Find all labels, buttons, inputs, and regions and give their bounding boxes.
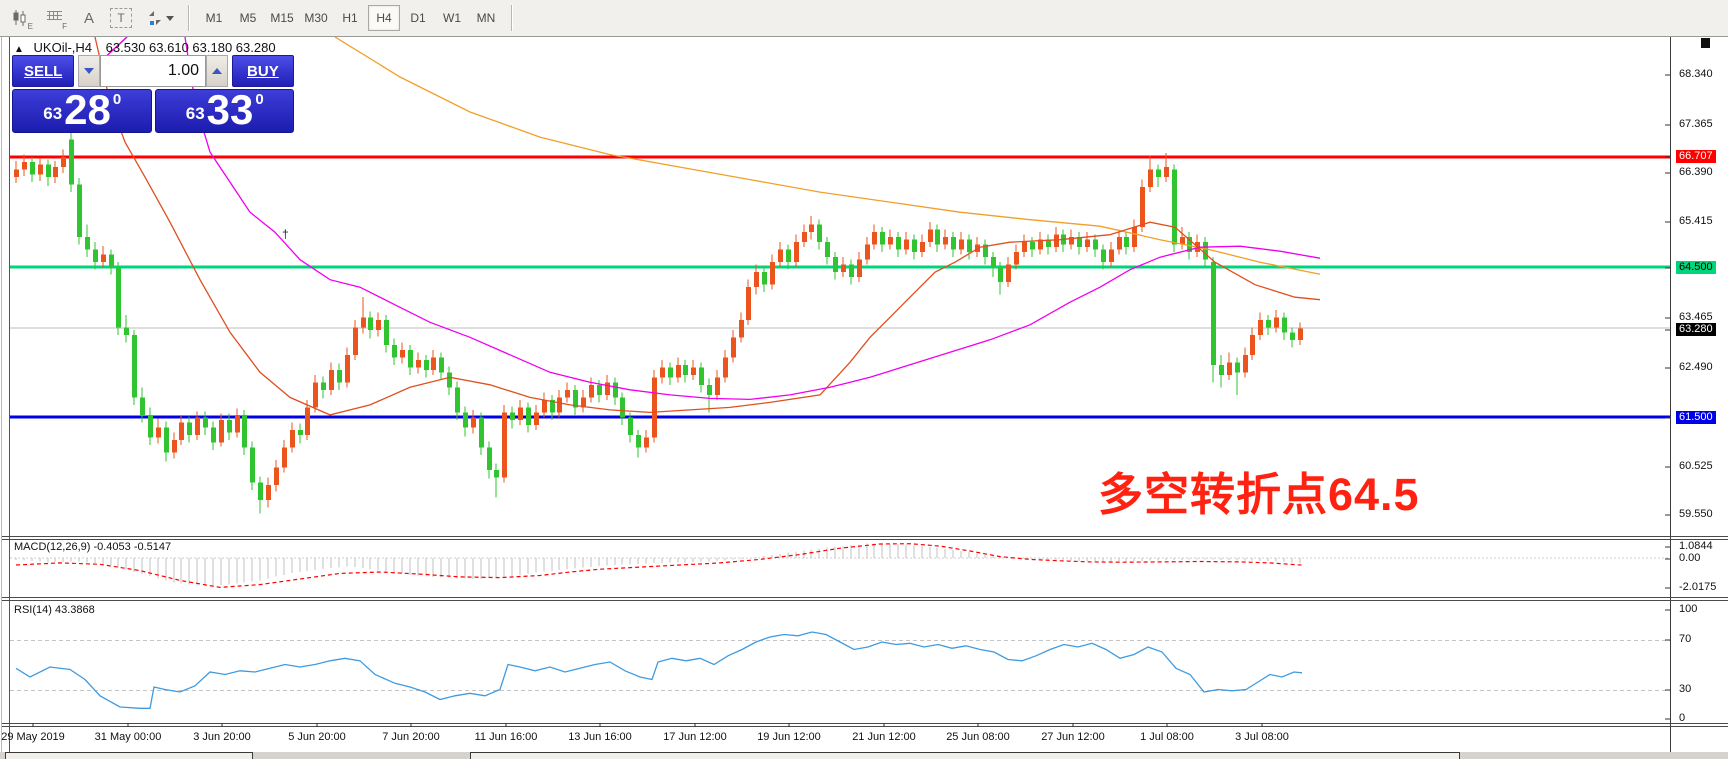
- volume-decrease-button[interactable]: [78, 55, 100, 87]
- timeframe-button-m5[interactable]: M5: [239, 11, 257, 25]
- triangle-up-icon: [211, 68, 222, 74]
- candlestick-style-icon[interactable]: E: [8, 5, 34, 31]
- one-click-trading-panel: SELL BUY 63 28 0 63 33 0: [12, 55, 294, 133]
- timeframe-button-m30[interactable]: M30: [304, 11, 328, 25]
- price-axis-label: 68.340: [1679, 68, 1713, 80]
- date-axis-label: 27 Jun 12:00: [1041, 731, 1105, 743]
- timeframe-button-h4[interactable]: H4: [368, 5, 400, 31]
- price-axis-label: 65.415: [1679, 215, 1713, 227]
- price-axis-label: 63.280: [1676, 323, 1716, 336]
- price-axis-label: 61.500: [1676, 411, 1716, 424]
- date-axis-label: 11 Jun 16:00: [474, 731, 538, 743]
- price-axis-label: 60.525: [1679, 460, 1713, 472]
- timeframe-button-w1[interactable]: W1: [443, 11, 461, 25]
- volume-increase-button[interactable]: [206, 55, 228, 87]
- ask-superscript: 0: [255, 91, 264, 108]
- splitter-macd-rsi[interactable]: [2, 597, 1728, 598]
- triangle-down-icon: [84, 68, 95, 74]
- macd-axis-label: 1.0844: [1679, 540, 1713, 552]
- svg-text:†: †: [282, 227, 289, 241]
- chart-left-border: [9, 37, 10, 752]
- price-axis-label: 63.465: [1679, 311, 1713, 323]
- price-axis-label: 59.550: [1679, 508, 1713, 520]
- timeframe-buttons: M1 M5 M15 M30 H1 H4 D1 W1 MN: [197, 5, 503, 31]
- splitter-rsi-dates[interactable]: [2, 723, 1728, 724]
- splitter-rsi-dates[interactable]: [2, 726, 1728, 727]
- symbol-name: UKOil-,H4: [33, 40, 93, 55]
- ask-prefix: 63: [185, 104, 205, 123]
- chart-title: ▲ UKOil-,H4 63.530 63.610 63.180 63.280: [14, 40, 276, 55]
- bid-price-tile[interactable]: 63 28 0: [12, 86, 153, 133]
- dropdown-caret-icon: [165, 15, 174, 21]
- splitter-macd-rsi[interactable]: [2, 600, 1728, 601]
- toolbar-separator: [188, 5, 189, 31]
- date-axis-label: 25 Jun 08:00: [946, 731, 1010, 743]
- rsi-label: RSI(14) 43.3868: [14, 604, 95, 616]
- price-axis-label: 62.490: [1679, 361, 1713, 373]
- price-axis-label: 66.390: [1679, 166, 1713, 178]
- date-axis-label: 1 Jul 08:00: [1140, 731, 1194, 743]
- price-axis-border: [1670, 37, 1671, 752]
- cursor-tools-icon[interactable]: [140, 5, 180, 31]
- macd-label: MACD(12,26,9) -0.4053 -0.5147: [14, 541, 172, 553]
- timeframe-button-m1[interactable]: M1: [205, 11, 223, 25]
- toolbar-separator: [511, 5, 512, 31]
- bottom-panel-edge: [0, 752, 1728, 759]
- sell-button[interactable]: SELL: [12, 55, 75, 87]
- timeframe-button-m15[interactable]: M15: [270, 11, 294, 25]
- toolbar: E F A T M1 M5 M15 M30 H1 H4 D1 W1 MN: [0, 0, 1728, 37]
- price-axis-label: 66.707: [1676, 150, 1716, 163]
- rsi-axis-label: 70: [1679, 633, 1692, 645]
- rsi-axis-label: 0: [1679, 712, 1686, 724]
- chart-canvas[interactable]: †: [10, 37, 1670, 752]
- ask-big-digits: 33: [206, 86, 254, 133]
- rsi-axis-label: 30: [1679, 683, 1692, 695]
- splitter-chart-macd[interactable]: [2, 536, 1728, 537]
- window-mark: [1701, 38, 1710, 48]
- text-label-icon[interactable]: A: [83, 9, 94, 27]
- buy-button[interactable]: BUY: [231, 55, 294, 87]
- timeframe-button-mn[interactable]: MN: [476, 11, 496, 25]
- date-axis-label: 3 Jun 20:00: [193, 731, 251, 743]
- ohlc-values: 63.530 63.610 63.180 63.280: [105, 40, 276, 55]
- bottom-tab-fragment: [5, 752, 253, 759]
- price-axis-label: 67.365: [1679, 118, 1713, 130]
- date-axis-label: 19 Jun 12:00: [757, 731, 821, 743]
- bid-superscript: 0: [112, 91, 122, 108]
- date-axis-label: 7 Jun 20:00: [382, 731, 440, 743]
- macd-axis-label: -2.0175: [1679, 581, 1717, 593]
- timeframe-button-d1[interactable]: D1: [410, 11, 426, 25]
- rsi-axis-label: 100: [1679, 603, 1698, 615]
- grid-style-icon[interactable]: F: [42, 5, 68, 31]
- date-axis-label: 17 Jun 12:00: [663, 731, 727, 743]
- bid-prefix: 63: [43, 104, 63, 123]
- volume-input[interactable]: [100, 55, 206, 87]
- macd-axis-label: 0.00: [1679, 552, 1701, 564]
- date-axis-label: 31 May 00:00: [94, 731, 162, 743]
- window-left-edge: [1, 37, 2, 752]
- ask-price-tile[interactable]: 63 33 0: [155, 89, 294, 133]
- date-axis-label: 5 Jun 20:00: [288, 731, 346, 743]
- chart-annotation-text: 多空转折点64.5: [1098, 469, 1420, 520]
- date-axis-label: 21 Jun 12:00: [852, 731, 916, 743]
- timeframe-button-h1[interactable]: H1: [342, 11, 358, 25]
- bottom-tab-fragment: [470, 752, 1460, 759]
- text-box-icon[interactable]: T: [110, 8, 132, 28]
- collapse-triangle-icon[interactable]: ▲: [14, 44, 24, 55]
- date-axis-label: 3 Jul 08:00: [1235, 731, 1289, 743]
- bid-big-digits: 28: [64, 86, 111, 133]
- date-axis-label: 29 May 2019: [1, 731, 65, 743]
- date-axis-label: 13 Jun 16:00: [568, 731, 632, 743]
- price-axis-label: 64.500: [1676, 261, 1716, 274]
- splitter-chart-macd[interactable]: [2, 539, 1728, 540]
